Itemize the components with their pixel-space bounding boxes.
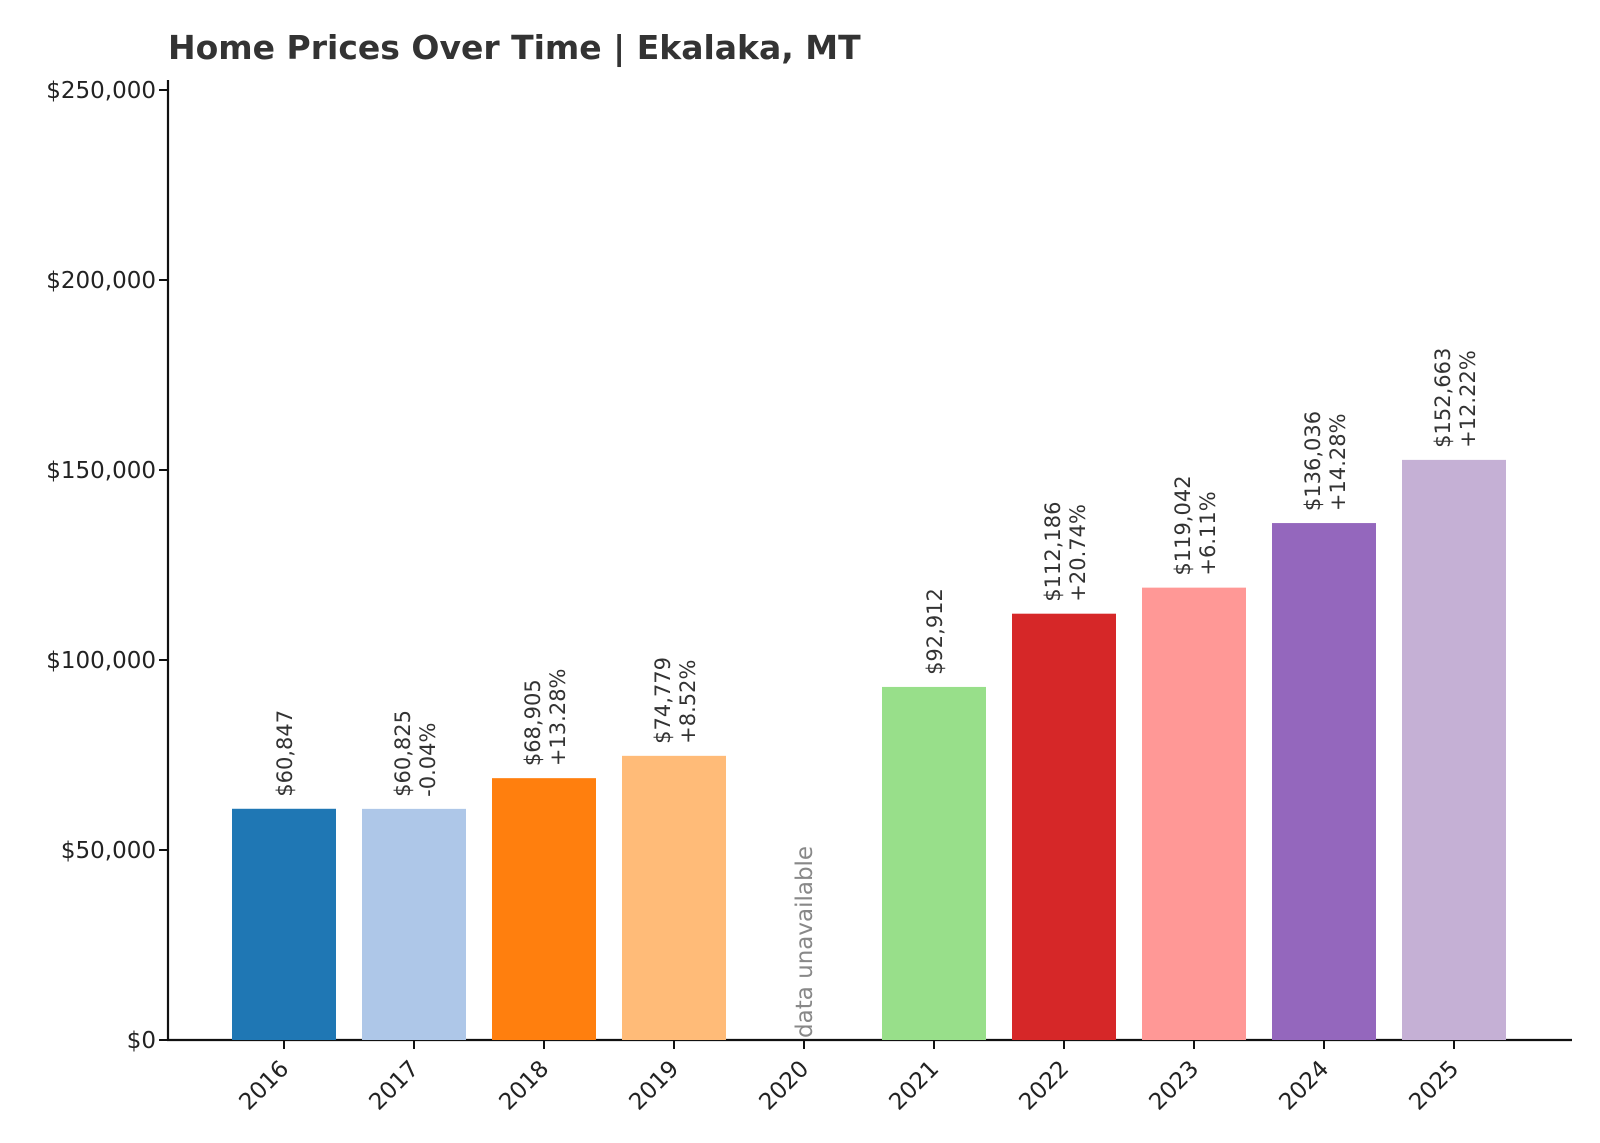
x-tick-label: 2019 bbox=[624, 1056, 684, 1116]
bar-2016 bbox=[232, 808, 336, 1040]
bar-2021 bbox=[882, 686, 986, 1040]
bar-value-label: $136,036 bbox=[1301, 411, 1325, 511]
bar-change-label: +14.28% bbox=[1326, 413, 1350, 511]
x-tick-label: 2017 bbox=[364, 1056, 424, 1116]
bar-value-label: $92,912 bbox=[923, 588, 947, 675]
bar-2018 bbox=[492, 778, 596, 1040]
x-tick-label: 2018 bbox=[494, 1056, 554, 1116]
bar-change-label: +6.11% bbox=[1196, 491, 1220, 575]
bars-group bbox=[232, 459, 1506, 1040]
bar-labels-group: $60,847 $60,825 -0.04% $68,905 +13.28% $74,77… bbox=[273, 348, 1480, 1038]
bar-value-label: $60,847 bbox=[273, 710, 297, 797]
bar-value-label: $74,779 bbox=[651, 657, 675, 744]
data-unavailable-label: data unavailable bbox=[792, 846, 818, 1038]
y-tick-label: $50,000 bbox=[61, 838, 156, 864]
bar-value-label: $112,186 bbox=[1041, 501, 1065, 601]
bar-2025 bbox=[1402, 459, 1506, 1040]
y-tick-label: $200,000 bbox=[46, 268, 156, 294]
bar-value-label: $60,825 bbox=[391, 710, 415, 797]
bar-2023 bbox=[1142, 587, 1246, 1040]
bar-2019 bbox=[622, 755, 726, 1040]
y-tick-label: $100,000 bbox=[46, 648, 156, 674]
bar-change-label: +20.74% bbox=[1066, 504, 1090, 602]
x-tick-label: 2020 bbox=[754, 1056, 814, 1116]
x-tick-label: 2016 bbox=[234, 1056, 294, 1116]
bar-change-label: +8.52% bbox=[676, 660, 700, 744]
y-tick-label: $250,000 bbox=[46, 78, 156, 104]
bar-change-label: -0.04% bbox=[416, 723, 440, 797]
x-tick-label: 2025 bbox=[1404, 1056, 1464, 1116]
x-tick-label: 2022 bbox=[1014, 1056, 1074, 1116]
bar-change-label: +12.22% bbox=[1456, 350, 1480, 448]
bar-2024 bbox=[1272, 523, 1376, 1040]
bar-value-label: $68,905 bbox=[521, 679, 545, 766]
x-tick-label: 2023 bbox=[1144, 1056, 1204, 1116]
bar-value-label: $119,042 bbox=[1171, 475, 1195, 575]
bar-2022 bbox=[1012, 613, 1116, 1040]
x-tick-label: 2024 bbox=[1274, 1056, 1334, 1116]
x-axis: 2016 2017 2018 2019 2020 2021 2022 2023 2024 2025 bbox=[167, 1038, 1572, 1116]
bar-change-label: +13.28% bbox=[546, 668, 570, 766]
chart-title: Home Prices Over Time | Ekalaka, MT bbox=[168, 28, 861, 67]
bar-2017 bbox=[362, 808, 466, 1040]
bar-value-label: $152,663 bbox=[1431, 348, 1455, 448]
x-tick-label: 2021 bbox=[884, 1056, 944, 1116]
y-axis: $0 $50,000 $100,000 $150,000 $200,000 $250,00… bbox=[46, 78, 170, 1054]
y-tick-label: $0 bbox=[127, 1028, 156, 1054]
y-tick-label: $150,000 bbox=[46, 458, 156, 484]
